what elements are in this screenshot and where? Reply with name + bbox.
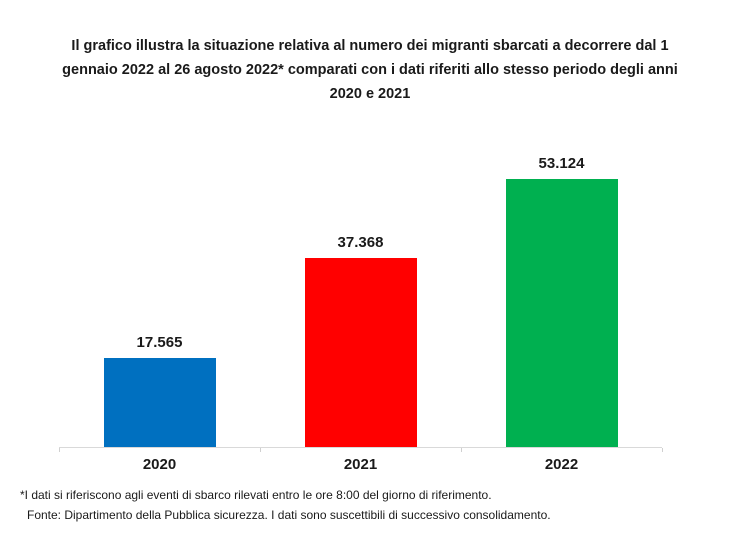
x-axis-tick [260,448,261,452]
bar-2020 [104,358,216,447]
x-tick-label-2021: 2021 [343,456,378,473]
x-axis-tick [662,448,663,452]
bar-value-label-2021: 37.368 [337,234,384,251]
chart-title-line-2: gennaio 2022 al 26 agosto 2022* comparat… [62,62,678,78]
footnotes: *I dati si riferiscono agli eventi di sb… [20,485,551,525]
chart-title: Il grafico illustra la situazione relati… [40,34,700,106]
bar-value-label-2020: 17.565 [136,334,183,351]
x-axis-line [59,447,662,448]
x-tick-label-2022: 2022 [544,456,579,473]
bar-2022 [506,179,618,447]
footnote-source: Fonte: Dipartimento della Pubblica sicur… [27,508,551,522]
x-tick-label-2020: 2020 [142,456,177,473]
chart-title-line-1: Il grafico illustra la situazione relati… [71,38,669,54]
bar-2021 [305,258,417,447]
footnote-asterisk: *I dati si riferiscono agli eventi di sb… [20,488,492,502]
chart-title-line-3: 2020 e 2021 [329,86,411,102]
x-axis-tick [461,448,462,452]
bar-value-label-2022: 53.124 [538,155,585,172]
x-axis-tick [59,448,60,452]
